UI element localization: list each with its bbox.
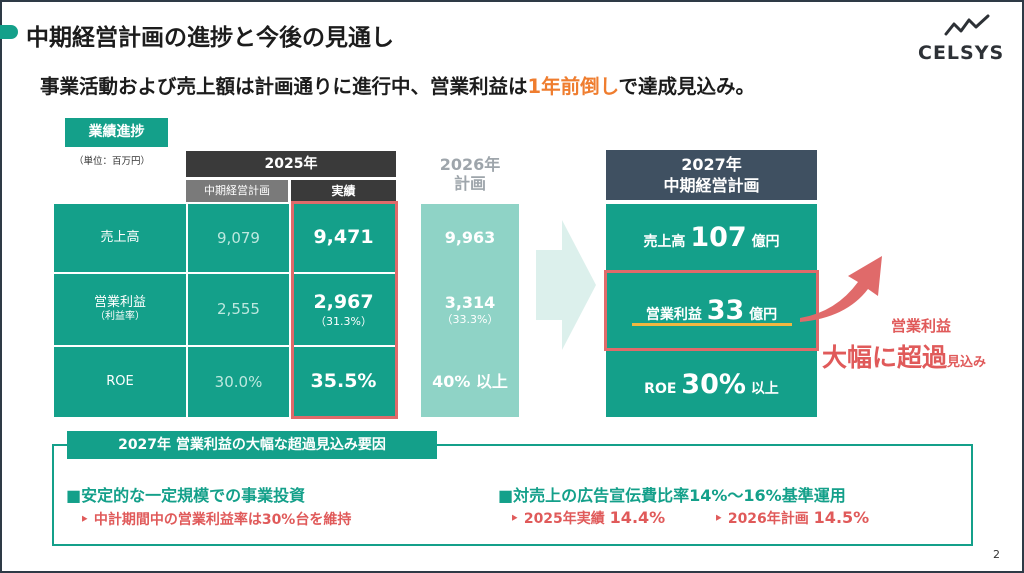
year-2026-label: 2026年 [439,155,501,174]
actual-value-roe: 35.5% [291,347,396,417]
progress-tag: 業績進捗 [65,118,168,147]
plan-2026-sales: 9,963 [421,204,519,272]
plan-value: 9,079 [217,228,260,247]
factors-header: 2027年 営業利益の大幅な超過見込み要因 [67,431,437,459]
actual-column-header: 実績 [291,180,396,202]
plan-2027-roe: ROE 30% 以上 [606,352,817,417]
factor-right-sub-2025: ‣ 2025年実績 14.4% [510,508,665,528]
factor-right-title: ■対売上の広告宣伝費比率14%～16%基準運用 [498,486,846,505]
operating-profit-underline [632,323,792,326]
plan-2026-value: 40% 以上 [432,372,508,391]
headline: 事業活動および売上額は計画通りに進行中、営業利益は1年前倒しで達成見込み。 [40,70,755,99]
unit-label: （単位：百万円） [74,156,151,167]
callout-exceed: 大幅に超過見込み [822,338,986,374]
logo-text: CELSYS [918,42,1005,64]
plan-2027-unit: 以上 [750,380,779,397]
factor-right-sub-2026: ‣ 2026年計画 14.5% [714,508,869,528]
progress-table [54,204,396,417]
plan-value: 2,555 [217,300,260,319]
row-label: 売上高 [100,229,140,245]
factor-right-sub-label: ‣ 2026年計画 [714,511,809,527]
actual-value: 35.5% [310,370,377,393]
row-sublabel: （利益率） [95,311,145,323]
plan-2027-line: 営業利益 33 億円 [646,294,777,328]
plan-2026-value: 3,314 [444,292,496,312]
actual-value-operating-profit: 2,967 （31.3%） [291,274,396,345]
plan-2026-operating-profit: 3,314 （33.3%） [421,274,519,345]
plan-2026-column [421,204,519,417]
year-2026-header: 2026年 計画 [421,155,519,193]
headline-highlight: 1年前倒し [527,75,619,98]
callout-exceed-small: 見込み [947,355,987,370]
plan-2027-sales: 売上高 107 億円 [606,206,817,270]
column-divider [186,204,188,417]
plan-2027-value: 107 [690,222,747,254]
plan-2027-label: 売上高 [643,234,686,251]
headline-pre: 事業活動および売上額は計画通りに進行中、営業利益は [40,75,528,98]
plan-value-sales: 9,079 [188,204,289,272]
callout-exceed-big: 大幅に超過 [822,343,948,372]
row-label-operating-profit: 営業利益 （利益率） [54,274,186,345]
row-divider [54,345,396,347]
title-accent-bar [0,25,18,39]
actual-value-sales: 9,471 [291,204,396,272]
upward-arrow-icon [800,256,882,322]
plan-2026-subvalue: （33.3%） [441,312,499,326]
page-number: 2 [993,548,1000,561]
row-label: 営業利益 [93,295,146,311]
plan-2027-unit: 億円 [751,234,780,251]
year-2027-label: 2027年 [681,155,742,174]
callout-operating-profit: 営業利益 [890,317,951,335]
column-divider [289,204,291,417]
row-label: ROE [106,373,134,389]
plan-2026-label: 計画 [453,174,486,194]
factor-left-sub: ‣ 中計期間中の営業利益率は30%台を維持 [80,512,352,528]
plan-2027-line: 売上高 107 億円 [643,221,779,255]
headline-post: で達成見込み。 [618,75,756,98]
plan-2026-value: 9,963 [444,228,496,247]
factor-right-sub-label: ‣ 2025年実績 [510,511,605,527]
factor-right-sub-value: 14.4% [609,508,666,527]
progress-arrow-icon [536,220,596,350]
celsys-logo-icon [944,14,990,36]
plan-2027-label: ROE [644,380,677,397]
row-label-roe: ROE [54,347,186,417]
plan-value-roe: 30.0% [188,347,289,417]
plan-value-operating-profit: 2,555 [188,274,289,345]
actual-highlight-box [291,201,398,419]
factor-left-title: ■安定的な一定規模での事業投資 [66,486,306,505]
page-title: 中期経営計画の進捗と今後の見通し [26,25,394,51]
plan-2027-column [606,204,817,417]
factors-box [52,444,973,546]
plan-2027-operating-profit: 営業利益 33 億円 [606,273,817,349]
plan-value: 30.0% [214,372,263,391]
plan-2027-label: 営業利益 [645,307,702,324]
plan-2027-value: 33 [706,295,745,327]
midterm-plan-label: 中期経営計画 [663,175,760,195]
factor-right-sub-value: 14.5% [813,508,870,527]
actual-subvalue: （31.3%） [315,314,372,328]
plan-2026-roe: 40% 以上 [421,347,519,417]
plan-2027-line: ROE 30% 以上 [644,368,779,402]
row-label-sales: 売上高 [54,204,186,272]
row-divider [54,272,396,274]
year-2025-header: 2025年 [186,151,396,177]
actual-value: 9,471 [313,226,374,249]
actual-value: 2,967 [313,290,374,313]
plan-2027-unit: 億円 [749,307,778,324]
plan-column-header: 中期経営計画 [186,180,288,202]
plan-2027-value: 30% [681,368,746,400]
year-2027-header: 2027年 中期経営計画 [606,150,817,200]
operating-profit-highlight-box [604,270,819,351]
